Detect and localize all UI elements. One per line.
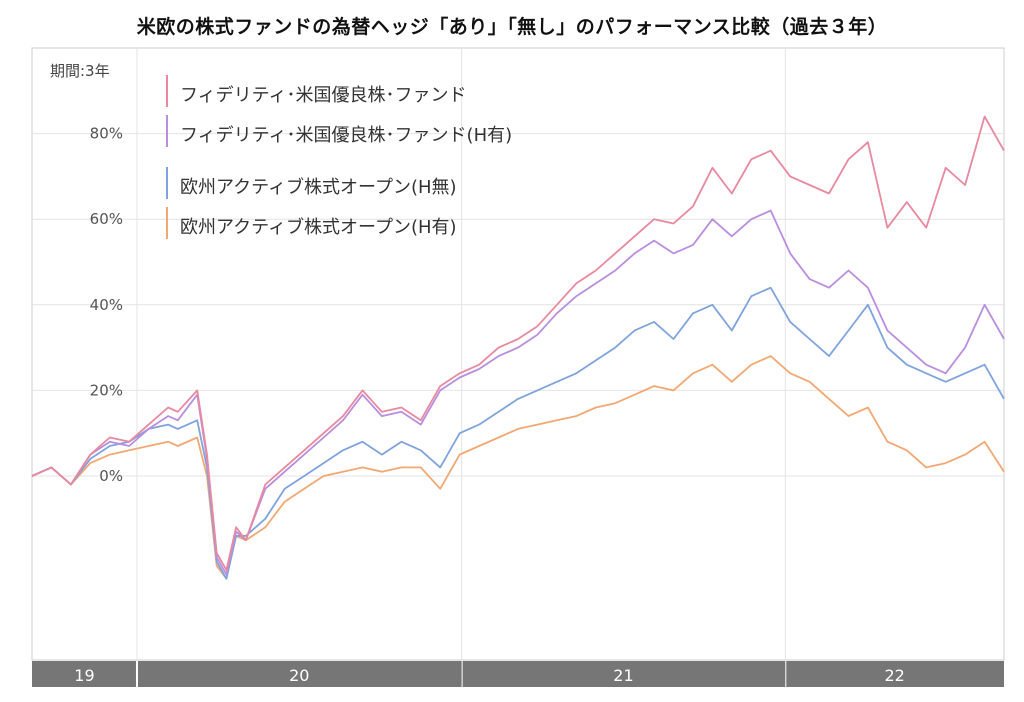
y-tick-label: 0% (99, 467, 123, 485)
series-line (31, 115, 1005, 571)
legend-label: 欧州アクティブ株式オープン(H無) (180, 176, 457, 198)
y-tick-label: 40% (90, 296, 123, 314)
series-line (31, 355, 1005, 580)
series-lines (31, 115, 1005, 580)
chart-title: 米欧の株式ファンドの為替ヘッジ「あり」「無し」のパフォーマンス比較（過去３年） (136, 16, 888, 38)
x-year-band (32, 661, 136, 687)
gridlines (32, 48, 1004, 660)
y-tick-label: 20% (90, 381, 123, 399)
x-tick-label: 22 (884, 666, 904, 685)
legend-label: フィデリティ･米国優良株･ファンド(H有) (180, 125, 512, 146)
plot-area (31, 47, 1005, 661)
period-label: 期間:3年 (50, 62, 110, 80)
x-axis-band: 19 20 21 22 (32, 661, 1004, 687)
series-line (31, 286, 1005, 580)
legend-label: 欧州アクティブ株式オープン(H有) (180, 216, 457, 238)
series-line (31, 209, 1005, 576)
y-tick-label: 80% (90, 125, 123, 143)
x-tick-label: 21 (613, 666, 633, 685)
x-tick-label: 19 (74, 666, 94, 685)
x-year-band (786, 661, 1004, 687)
legend-label: フィデリティ･米国優良株･ファンド (180, 85, 467, 106)
y-tick-label: 60% (90, 210, 123, 228)
x-year-band (462, 661, 786, 687)
y-tick-labels: 80% 60% 40% 20% 0% (90, 125, 123, 485)
x-tick-label: 20 (289, 666, 309, 685)
x-year-band (137, 661, 462, 687)
